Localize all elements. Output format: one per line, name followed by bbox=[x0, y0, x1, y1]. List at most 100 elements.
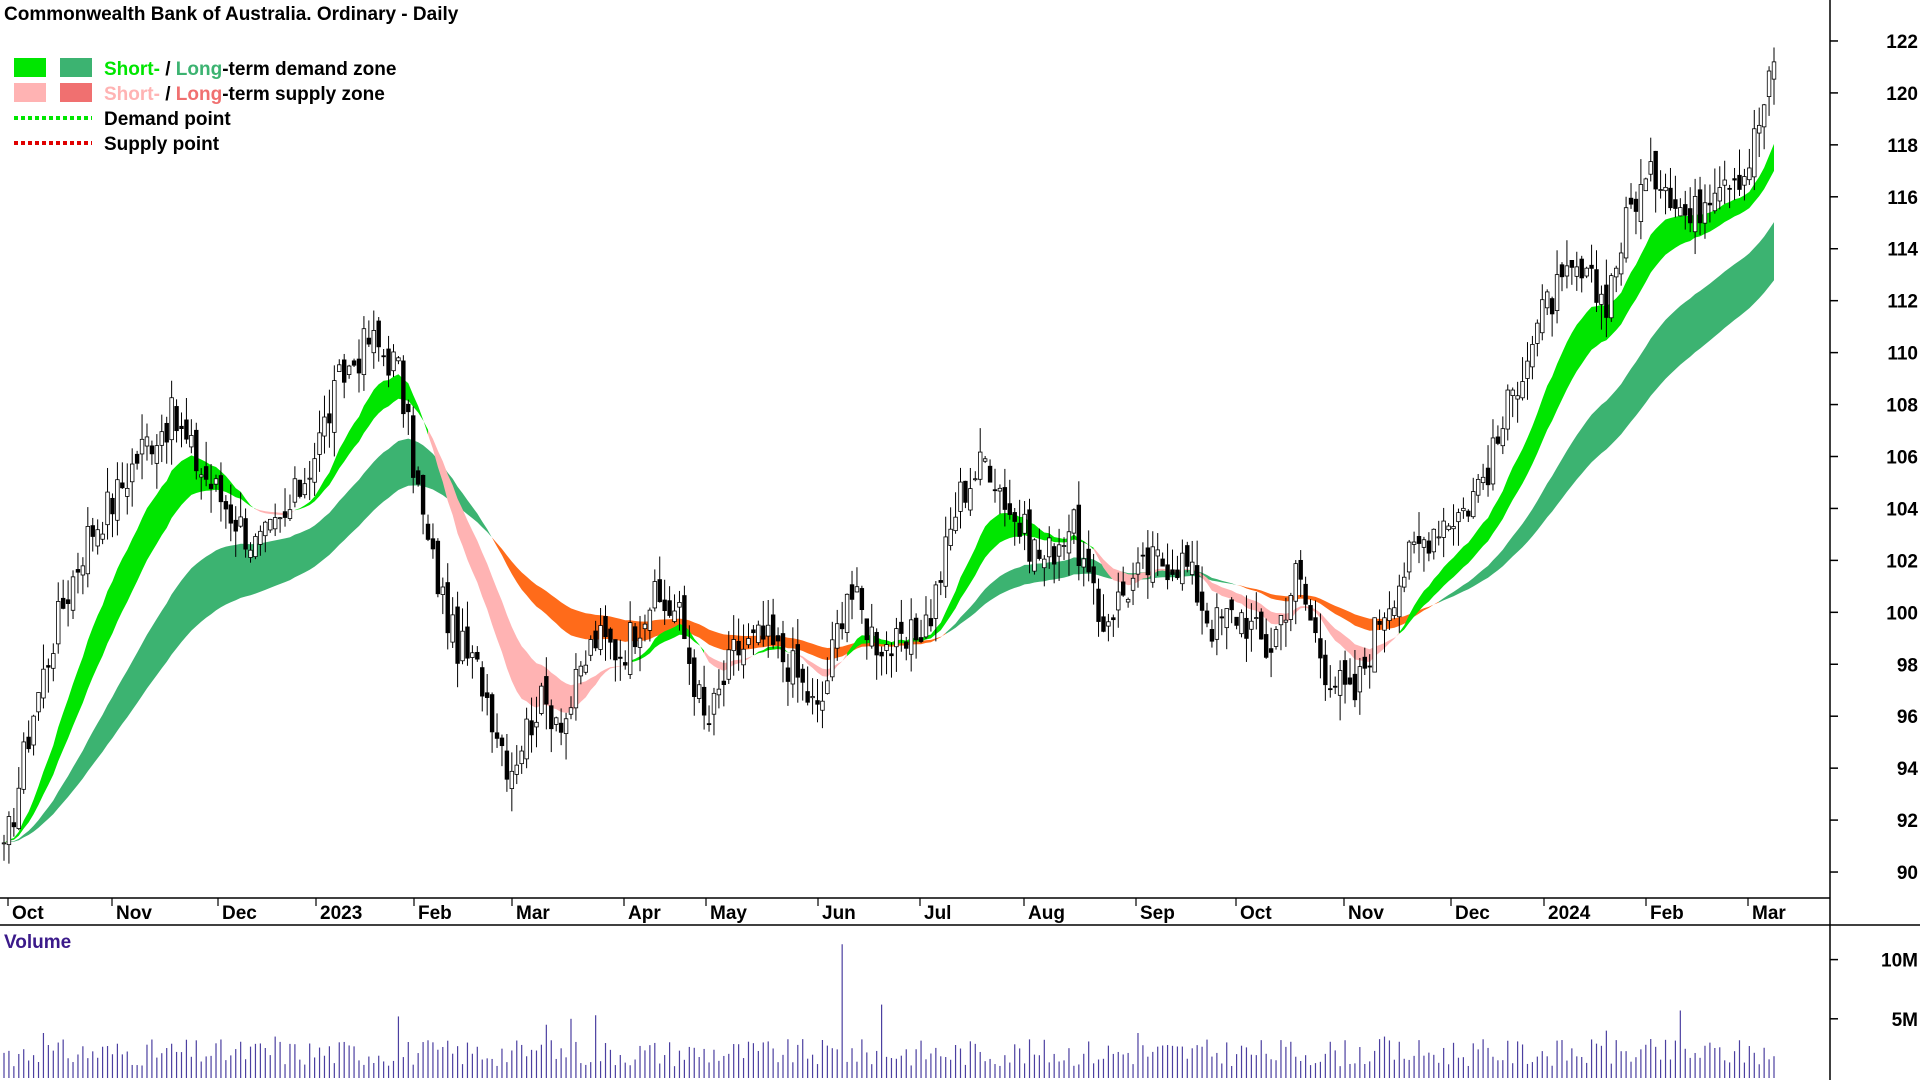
candle-down bbox=[1342, 660, 1348, 685]
candle-up bbox=[346, 365, 352, 375]
price-tick-label: 116 bbox=[1887, 188, 1918, 209]
candle-down bbox=[120, 482, 125, 489]
candle-down bbox=[1653, 150, 1658, 190]
candle-down bbox=[1199, 591, 1205, 611]
x-tick-label: Feb bbox=[418, 903, 452, 924]
candle-up bbox=[1663, 186, 1668, 192]
candle-up bbox=[1752, 128, 1757, 178]
candle-down bbox=[1323, 654, 1328, 686]
candle-up bbox=[322, 416, 327, 437]
legend-label-rest: -term demand zone bbox=[222, 59, 396, 80]
candle-up bbox=[1446, 525, 1451, 531]
candle-up bbox=[1520, 381, 1525, 399]
candle-up bbox=[144, 436, 150, 447]
price-tick-label: 104 bbox=[1886, 499, 1918, 520]
legend-label-short: Short- bbox=[104, 59, 160, 80]
candle-down bbox=[208, 483, 214, 489]
price-tick-label: 108 bbox=[1886, 396, 1918, 417]
candle-up bbox=[1722, 179, 1727, 186]
candle-up bbox=[1293, 563, 1298, 602]
candle-down bbox=[706, 723, 712, 726]
candle-up bbox=[154, 445, 160, 464]
x-tick-label: Dec bbox=[222, 903, 257, 924]
candle-up bbox=[1510, 389, 1515, 396]
candle-down bbox=[1204, 610, 1210, 624]
candle-up bbox=[1249, 620, 1254, 630]
candle-up bbox=[1530, 344, 1535, 368]
candle-up bbox=[1150, 546, 1155, 583]
candle-up bbox=[1397, 585, 1402, 618]
candle-up bbox=[139, 438, 145, 455]
price-tick-label: 92 bbox=[1897, 811, 1918, 832]
candle-down bbox=[1697, 189, 1703, 224]
candle-up bbox=[1564, 265, 1570, 277]
candle-down bbox=[761, 625, 766, 640]
volume-layer bbox=[3, 944, 1775, 1078]
candle-down bbox=[1012, 512, 1017, 522]
x-tick-label: Nov bbox=[1348, 903, 1384, 924]
candle-down bbox=[529, 720, 534, 736]
zones-layer bbox=[4, 143, 1774, 843]
candle-down bbox=[1140, 554, 1146, 557]
long-term-supply-zone bbox=[1236, 585, 1439, 631]
candle-down bbox=[484, 692, 490, 698]
candle-down bbox=[1007, 503, 1012, 515]
candle-down bbox=[1002, 487, 1008, 510]
candle-down bbox=[430, 538, 436, 550]
candle-up bbox=[1357, 666, 1363, 693]
candle-up bbox=[869, 626, 874, 647]
candle-down bbox=[425, 523, 431, 540]
candle-down bbox=[795, 644, 800, 678]
candle-down bbox=[1175, 569, 1180, 579]
candle-up bbox=[1130, 577, 1136, 591]
candle-up bbox=[1273, 629, 1279, 647]
price-tick-label: 102 bbox=[1886, 551, 1918, 572]
candle-up bbox=[1180, 552, 1185, 585]
candle-up bbox=[56, 601, 61, 645]
candle-up bbox=[1515, 395, 1520, 400]
candle-down bbox=[1683, 204, 1688, 216]
candle-up bbox=[1535, 322, 1540, 344]
candle-down bbox=[1332, 685, 1338, 688]
price-tick-label: 90 bbox=[1897, 863, 1918, 884]
candle-up bbox=[1574, 266, 1579, 277]
candle-up bbox=[844, 593, 850, 634]
candle-down bbox=[859, 588, 865, 611]
long-term-demand-zone bbox=[945, 557, 1237, 634]
candle-up bbox=[115, 479, 120, 521]
candle-down bbox=[1051, 546, 1057, 565]
candle-up bbox=[189, 435, 194, 448]
long-term-demand-zone bbox=[1438, 222, 1774, 603]
candle-up bbox=[253, 536, 258, 558]
candle-down bbox=[282, 511, 288, 518]
x-tick-label: Mar bbox=[1752, 903, 1786, 924]
x-tick-label: Dec bbox=[1455, 903, 1490, 924]
candle-up bbox=[1766, 70, 1772, 97]
candle-up bbox=[1609, 275, 1614, 319]
candle-up bbox=[1614, 267, 1619, 278]
candle-down bbox=[1298, 559, 1303, 580]
candle-up bbox=[958, 481, 963, 512]
legend-swatch-long bbox=[60, 83, 92, 102]
candle-down bbox=[1259, 611, 1264, 640]
candle-down bbox=[1485, 467, 1491, 486]
candle-down bbox=[879, 651, 884, 657]
x-axis: Oct Nov Dec 2023 Feb Mar Apr May Jun Jul Aug Sep Oct… bbox=[7, 898, 1786, 924]
candle-down bbox=[1229, 599, 1234, 611]
candle-down bbox=[164, 422, 169, 443]
candle-up bbox=[726, 649, 731, 680]
candle-down bbox=[1096, 588, 1101, 622]
candle-up bbox=[652, 581, 658, 609]
legend-label-short: Short- bbox=[104, 84, 160, 105]
candle-up bbox=[1441, 520, 1446, 538]
candle-up bbox=[509, 770, 515, 789]
candle-up bbox=[302, 483, 307, 496]
candle-up bbox=[1500, 428, 1506, 447]
candle-down bbox=[194, 429, 199, 472]
candle-down bbox=[618, 656, 623, 659]
candle-down bbox=[174, 406, 179, 432]
candle-up bbox=[766, 624, 771, 637]
candle-down bbox=[179, 425, 184, 429]
